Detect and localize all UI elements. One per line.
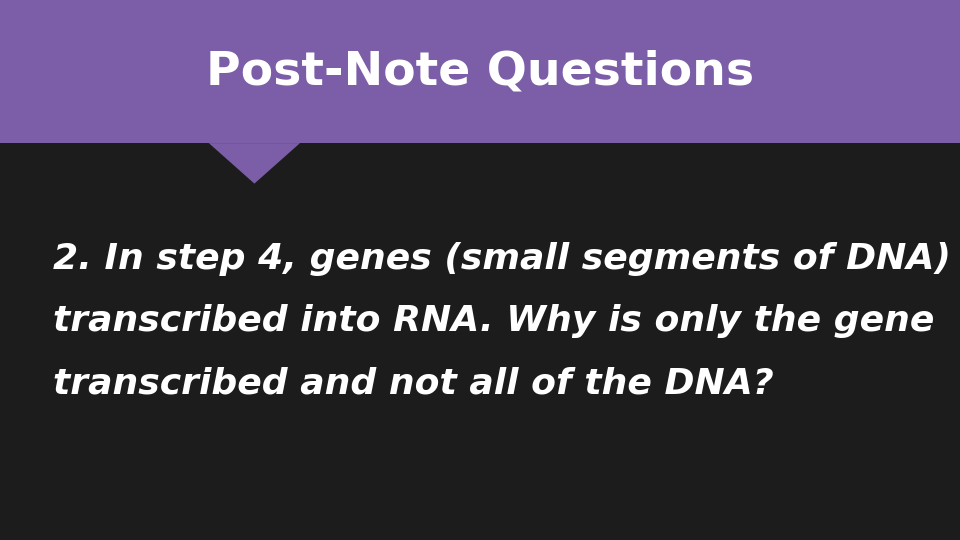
Polygon shape: [209, 143, 300, 184]
Text: 2. In step 4, genes (small segments of DNA) get: 2. In step 4, genes (small segments of D…: [53, 242, 960, 276]
Text: transcribed into RNA. Why is only the gene: transcribed into RNA. Why is only the ge…: [53, 305, 934, 338]
Bar: [0, 0, 960, 143]
Text: transcribed and not all of the DNA?: transcribed and not all of the DNA?: [53, 367, 774, 400]
Text: Post-Note Questions: Post-Note Questions: [206, 49, 754, 94]
